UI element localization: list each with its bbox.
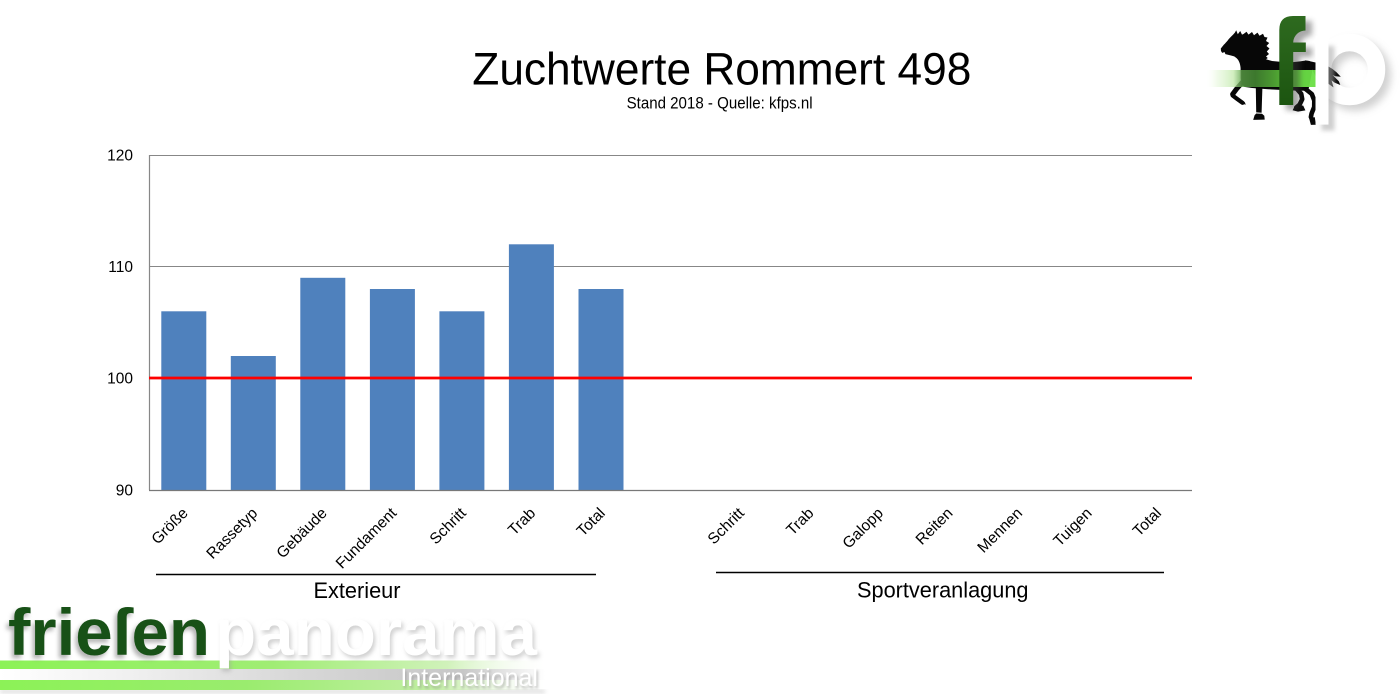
svg-text:frieſen: frieſen xyxy=(6,599,208,673)
svg-text:International: International xyxy=(400,664,538,692)
svg-text:Zuchtwerte Rommert 498: Zuchtwerte Rommert 498 xyxy=(472,43,971,94)
svg-text:panorama: panorama xyxy=(215,595,538,669)
svg-text:110: 110 xyxy=(108,259,133,276)
svg-text:frieſen: frieſen xyxy=(8,595,210,669)
svg-text:Sportveranlagung: Sportveranlagung xyxy=(857,578,1029,603)
svg-text:Stand 2018 - Quelle: kfps.nl: Stand 2018 - Quelle: kfps.nl xyxy=(627,95,813,113)
svg-text:100: 100 xyxy=(107,371,133,388)
svg-text:90: 90 xyxy=(116,483,134,500)
svg-text:Exterieur: Exterieur xyxy=(314,578,401,603)
svg-text:International: International xyxy=(402,667,540,695)
svg-text:panorama: panorama xyxy=(217,598,540,672)
svg-text:120: 120 xyxy=(107,148,133,165)
